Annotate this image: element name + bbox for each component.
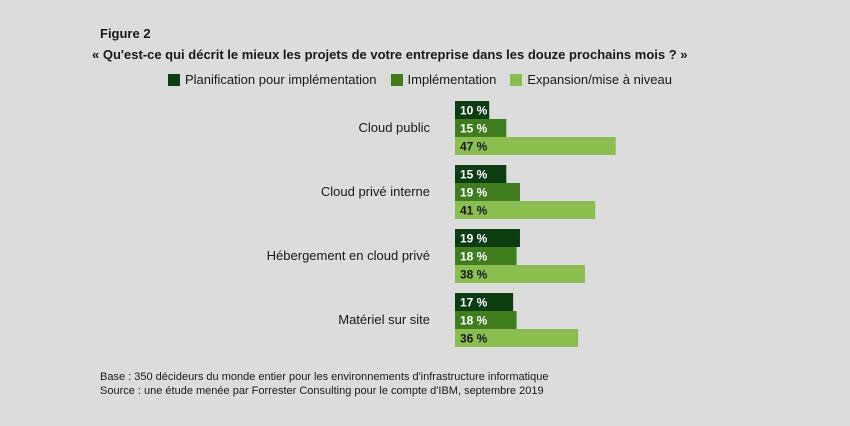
footnote-base: Base : 350 décideurs du monde entier pou… xyxy=(100,371,549,383)
footnote-source: Source : une étude menée par Forrester C… xyxy=(100,385,544,397)
data-label: 47 % xyxy=(460,140,488,154)
legend-swatch xyxy=(510,73,523,86)
legend-swatch xyxy=(168,73,180,86)
data-label: 19 % xyxy=(460,186,488,200)
bar-planification xyxy=(455,165,507,183)
bar-expansion xyxy=(455,137,616,155)
legend-label: Planification pour implémentation xyxy=(185,72,377,87)
figure-label: Figure 2 xyxy=(100,26,151,41)
bar-implementation xyxy=(455,247,517,265)
bar-expansion xyxy=(455,265,585,283)
legend-item-implementation: Implémentation xyxy=(390,72,497,87)
bar-planification xyxy=(455,101,490,119)
legend-item-expansion: Expansion/mise à niveau xyxy=(510,72,672,87)
legend-label: Expansion/mise à niveau xyxy=(527,72,672,87)
data-label: 41 % xyxy=(460,204,488,218)
legend-label: Implémentation xyxy=(407,72,497,87)
bar-implementation xyxy=(455,119,507,137)
data-label: 36 % xyxy=(460,332,488,346)
bar-expansion xyxy=(455,201,596,219)
data-label: 18 % xyxy=(460,314,488,328)
category-label: Hébergement en cloud privé xyxy=(267,248,430,263)
data-label: 15 % xyxy=(460,122,488,136)
data-label: 18 % xyxy=(460,250,488,264)
bar-planification xyxy=(455,293,514,311)
data-label: 10 % xyxy=(460,104,488,118)
legend-swatch xyxy=(390,73,403,86)
category-label: Cloud public xyxy=(358,120,430,135)
bar-implementation xyxy=(455,183,520,201)
data-label: 15 % xyxy=(460,168,488,182)
chart-question: « Qu'est-ce qui décrit le mieux les proj… xyxy=(92,47,688,62)
category-label: Cloud privé interne xyxy=(321,184,430,199)
bar-expansion xyxy=(455,329,579,347)
data-label: 19 % xyxy=(460,232,488,246)
chart-legend: Planification pour implémentation Implém… xyxy=(168,72,686,87)
data-label: 17 % xyxy=(460,296,488,310)
category-label: Matériel sur site xyxy=(338,312,430,327)
legend-item-planification: Planification pour implémentation xyxy=(168,72,377,87)
bar-implementation xyxy=(455,311,517,329)
bar-planification xyxy=(455,229,520,247)
data-label: 38 % xyxy=(460,268,488,282)
